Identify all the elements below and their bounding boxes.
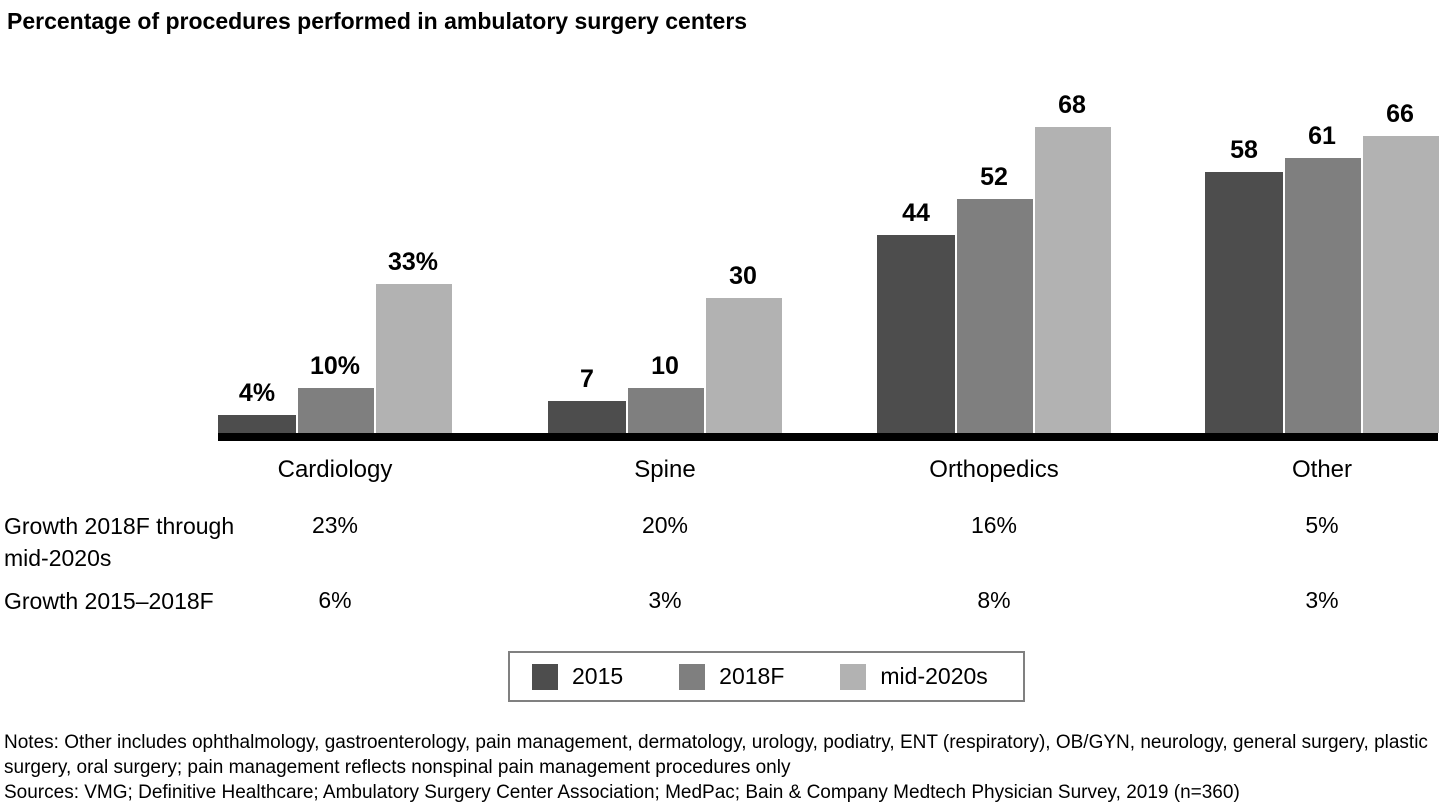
growth-row-label-mid2020s: Growth 2018F through mid-2020s <box>4 513 235 571</box>
bar-value-label: 68 <box>1058 91 1086 119</box>
bar-value-label: 66 <box>1386 100 1414 128</box>
legend-item-2018F: 2018F <box>679 663 784 690</box>
legend-label: 2015 <box>572 663 624 689</box>
bar-2015-other <box>1205 172 1283 433</box>
bar-mid-2020s-other <box>1361 136 1439 433</box>
bar-2018F-orthopedics <box>955 199 1033 433</box>
footnotes: Notes: Other includes ophthalmology, gas… <box>4 730 1438 805</box>
category-label-orthopedics: Orthopedics <box>929 456 1059 483</box>
category-label-other: Other <box>1291 456 1353 483</box>
bar-value-label: 58 <box>1230 136 1258 164</box>
bar-value-label: 33% <box>387 248 439 276</box>
x-axis-line <box>218 433 1438 441</box>
legend-label: 2018F <box>719 663 785 689</box>
growth-value: 6% <box>318 587 352 613</box>
legend-item-2015: 2015 <box>532 663 623 690</box>
bar-value-label: 4% <box>238 379 276 407</box>
bar-2018F-spine <box>626 388 704 433</box>
growth-value: 3% <box>648 587 682 613</box>
chart-title: Percentage of procedures performed in am… <box>7 8 748 34</box>
legend-swatch-2015 <box>532 663 558 690</box>
growth-row-label-2015-2018F: Growth 2015–2018F <box>4 588 214 614</box>
bar-mid-2020s-spine <box>704 298 782 433</box>
bar-2015-cardiology <box>218 415 296 433</box>
bar-value-label: 30 <box>729 262 757 290</box>
legend-label: mid-2020s <box>880 663 988 689</box>
bar-2018F-cardiology <box>296 388 374 433</box>
sources-text: Sources: VMG; Definitive Healthcare; Amb… <box>4 782 1240 803</box>
bar-value-label: 10% <box>309 352 361 380</box>
bar-2018F-other <box>1283 158 1361 433</box>
growth-value: 5% <box>1305 512 1339 538</box>
bar-value-label: 10 <box>651 352 679 380</box>
growth-value: 3% <box>1305 587 1339 613</box>
growth-value: 16% <box>970 512 1018 538</box>
bar-value-label: 52 <box>980 163 1008 191</box>
growth-value: 8% <box>977 587 1011 613</box>
category-label-cardiology: Cardiology <box>277 456 393 483</box>
category-label-spine: Spine <box>634 456 696 483</box>
bar-mid-2020s-orthopedics <box>1033 127 1111 433</box>
bar-value-label: 7 <box>580 365 594 393</box>
bar-value-label: 61 <box>1308 122 1336 150</box>
growth-value: 20% <box>641 512 689 538</box>
legend-swatch-mid-2020s <box>840 663 867 690</box>
chart-legend: 2015 2018F mid-2020s <box>508 651 1025 702</box>
bar-mid-2020s-cardiology <box>374 284 452 433</box>
notes-text: Notes: Other includes ophthalmology, gas… <box>4 732 1428 778</box>
bar-2015-orthopedics <box>877 235 955 433</box>
legend-item-mid-2020s: mid-2020s <box>840 663 988 690</box>
legend-swatch-2018F <box>679 663 706 690</box>
bar-value-label: 44 <box>902 199 930 227</box>
growth-value: 23% <box>311 512 359 538</box>
bar-2015-spine <box>548 401 626 433</box>
